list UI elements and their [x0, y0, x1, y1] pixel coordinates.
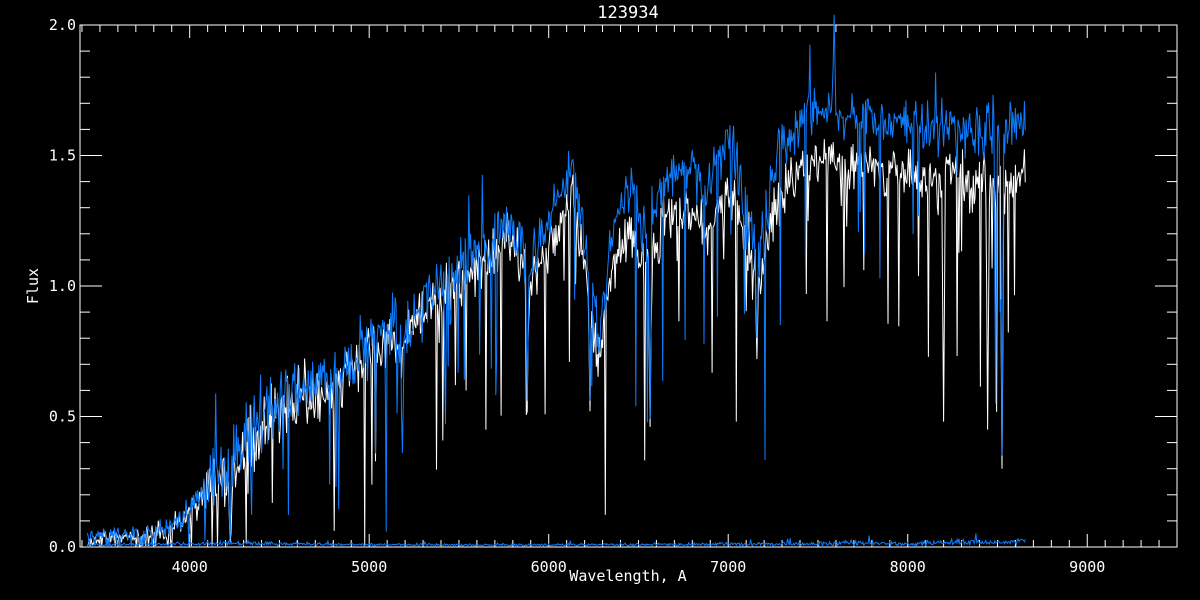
x-tick-label: 5000	[351, 558, 387, 576]
axes-layer: 4000 5000 6000 7000 8000 9000 0.0 0.5 1.0 1.5 2.0	[49, 16, 1178, 576]
labels-layer: 123934 Wavelength, A Flux	[24, 3, 687, 585]
curves-layer	[86, 14, 1026, 548]
y-axis-label: Flux	[24, 268, 42, 304]
chart-title: 123934	[597, 3, 658, 23]
y-tick-label: 0.0	[49, 538, 76, 556]
y-tick-label: 1.5	[49, 147, 76, 165]
x-tick-label: 6000	[531, 558, 567, 576]
plot-box	[79, 24, 1178, 548]
x-axis-label: Wavelength, A	[569, 567, 686, 585]
x-tick-label: 8000	[890, 558, 926, 576]
x-tick-label: 4000	[172, 558, 208, 576]
template-spectrum-line	[87, 139, 1026, 547]
y-tick-label: 0.5	[49, 408, 76, 426]
x-tick-label: 7000	[710, 558, 746, 576]
x-tick-label: 9000	[1069, 558, 1105, 576]
y-tick-label: 2.0	[49, 16, 76, 34]
y-tick-label: 1.0	[49, 277, 76, 295]
noise-floor-spectrum-line	[87, 533, 1026, 548]
observed-spectrum-line	[86, 14, 1026, 547]
